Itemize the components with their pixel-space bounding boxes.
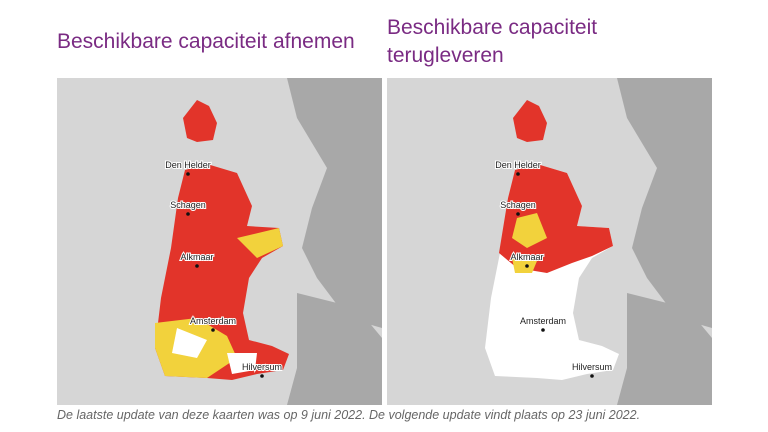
capacity-region — [172, 328, 207, 358]
city-label: Alkmaar — [510, 252, 543, 262]
city-dot — [590, 374, 594, 378]
capacity-region — [227, 353, 257, 374]
city-dot — [516, 212, 520, 216]
map-title: Beschikbare capaciteit afnemen — [57, 30, 355, 53]
island — [513, 100, 547, 142]
neighbouring-land — [287, 78, 382, 328]
city-label: Amsterdam — [190, 316, 236, 326]
caption: De laatste update van deze kaarten was o… — [57, 408, 641, 422]
city-label: Hilversum — [572, 362, 612, 372]
city-label: Hilversum — [242, 362, 282, 372]
city-label: Schagen — [500, 200, 536, 210]
city-dot — [260, 374, 264, 378]
capacity-region — [237, 228, 283, 258]
city-dot — [516, 172, 520, 176]
city-dot — [541, 328, 545, 332]
neighbouring-land — [617, 78, 712, 328]
neighbouring-land — [287, 293, 382, 405]
island — [183, 100, 217, 142]
city-label: Den Helder — [495, 160, 541, 170]
neighbouring-land — [617, 293, 712, 405]
city-dot — [525, 264, 529, 268]
map: Den Helder Schagen Alkmaar Amsterdam Hilvers… — [387, 78, 712, 405]
city-dot — [211, 328, 215, 332]
city-label: Den Helder — [165, 160, 211, 170]
city-dot — [186, 172, 190, 176]
city-label: Alkmaar — [180, 252, 213, 262]
map-title: Beschikbare capaciteit terugleveren — [387, 16, 598, 67]
city-label: Amsterdam — [520, 316, 566, 326]
city-dot — [186, 212, 190, 216]
map: Den Helder Schagen Alkmaar Amsterdam Hilvers… — [57, 78, 382, 405]
city-label: Schagen — [170, 200, 206, 210]
capacity-region — [512, 213, 547, 248]
city-dot — [195, 264, 199, 268]
capacity-region — [512, 258, 537, 273]
